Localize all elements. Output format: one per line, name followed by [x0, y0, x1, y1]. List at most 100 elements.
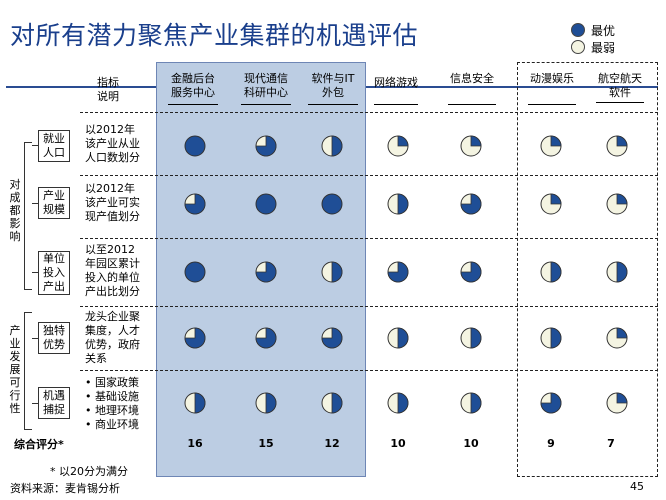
score-value: 15: [258, 437, 274, 450]
rating-ball-icon: [460, 327, 482, 349]
indicator-header: 指标 说明: [88, 76, 128, 104]
column-header-6: 航空航天 软件: [588, 72, 652, 103]
rating-ball-icon: [184, 392, 206, 414]
source-note: 资料来源：麦肯锡分析: [10, 482, 120, 495]
rating-ball-icon: [540, 135, 562, 157]
rating-ball-icon: [387, 193, 409, 215]
category-output: 单位 投入 产出: [38, 251, 70, 295]
column-header-label: 金融后台 服务中心: [171, 72, 215, 99]
rating-ball-icon: [460, 193, 482, 215]
category-employment: 就业 人口: [38, 130, 70, 162]
column-header-label: 现代通信 科研中心: [244, 72, 288, 99]
group-label-text: 对成都影响: [9, 178, 21, 243]
rating-ball-icon: [255, 392, 277, 414]
column-header-1: 现代通信 科研中心: [233, 72, 299, 105]
page-number: 45: [630, 480, 644, 493]
column-header-label: 网络游戏: [374, 76, 418, 89]
score-value: 9: [547, 437, 555, 450]
row-divider: [80, 306, 658, 307]
group-bracket: [24, 142, 32, 290]
rating-ball-icon: [606, 327, 628, 349]
group-label-impact: 对成都影响: [8, 178, 22, 243]
rating-ball-icon: [540, 392, 562, 414]
category-label: 独特 优势: [43, 324, 65, 351]
score-value: 7: [607, 437, 615, 450]
bullet-item: 商业环境: [85, 418, 139, 432]
rating-ball-icon: [606, 135, 628, 157]
legend-best-label: 最优: [591, 24, 616, 38]
dotted-band: [517, 62, 658, 477]
rating-ball-icon: [255, 327, 277, 349]
bracket-tick: [32, 403, 40, 404]
row-divider: [80, 238, 658, 239]
rating-ball-icon: [387, 261, 409, 283]
bullet-item: 地理环境: [85, 404, 139, 418]
row-description: 以2012年 该产业从业 人口数划分: [85, 123, 140, 164]
row-description: 以至2012 年园区累计 投入的单位 产出比划分: [85, 243, 140, 298]
score-value: 10: [390, 437, 406, 450]
bullet-item: 国家政策: [85, 376, 139, 390]
bullet-item: 基础设施: [85, 390, 139, 404]
column-header-5: 动漫娱乐: [520, 72, 584, 105]
rating-ball-icon: [184, 261, 206, 283]
rating-ball-icon: [460, 392, 482, 414]
column-header-4: 信息安全: [440, 72, 504, 105]
score-label: 综合评分*: [14, 438, 64, 451]
rating-ball-icon: [540, 193, 562, 215]
full-circle-icon: [571, 23, 585, 37]
category-scale: 产业 规模: [38, 187, 70, 219]
category-label: 单位 投入 产出: [43, 252, 65, 293]
rating-ball-icon: [255, 261, 277, 283]
rating-ball-icon: [387, 135, 409, 157]
rating-ball-icon: [606, 193, 628, 215]
rating-ball-icon: [184, 193, 206, 215]
rating-ball-icon: [387, 327, 409, 349]
rating-ball-icon: [460, 261, 482, 283]
rating-ball-icon: [321, 193, 343, 215]
category-label: 产业 规模: [43, 189, 65, 216]
score-value: 16: [187, 437, 203, 450]
score-value: 12: [324, 437, 340, 450]
bracket-tick: [32, 203, 40, 204]
indicator-header-label: 指标 说明: [97, 76, 119, 103]
rating-ball-icon: [321, 327, 343, 349]
row-divider: [80, 370, 658, 371]
row-bullets: 国家政策 基础设施 地理环境 商业环境: [85, 376, 139, 432]
score-value: 10: [463, 437, 479, 450]
rating-ball-icon: [606, 261, 628, 283]
rating-ball-icon: [321, 261, 343, 283]
row-description: 龙头企业聚 集度，人才 优势，政府 关系: [85, 310, 140, 365]
legend-worst-label: 最弱: [591, 41, 616, 55]
column-header-3: 网络游戏: [366, 76, 426, 105]
column-header-label: 软件与IT 外包: [311, 72, 355, 99]
category-label: 机遇 捕捉: [43, 389, 65, 416]
rating-ball-icon: [255, 135, 277, 157]
bracket-tick: [32, 145, 40, 146]
rating-ball-icon: [387, 392, 409, 414]
column-header-label: 信息安全: [450, 72, 494, 85]
footnote: * 以20分为满分: [50, 465, 128, 478]
rating-ball-icon: [321, 135, 343, 157]
category-label: 就业 人口: [43, 132, 65, 159]
rating-ball-icon: [606, 392, 628, 414]
page-title: 对所有潜力聚焦产业集群的机遇评估: [10, 21, 419, 50]
group-label-text: 产业发展可行性: [9, 324, 21, 415]
group-bracket: [24, 312, 32, 430]
rating-ball-icon: [184, 135, 206, 157]
rating-ball-icon: [540, 327, 562, 349]
rating-ball-icon: [255, 193, 277, 215]
category-advantage: 独特 优势: [38, 322, 70, 354]
column-header-label: 动漫娱乐: [530, 72, 574, 85]
row-divider: [80, 112, 658, 113]
bracket-tick: [32, 338, 40, 339]
bracket-tick: [32, 272, 40, 273]
empty-circle-icon: [571, 40, 585, 54]
rating-ball-icon: [540, 261, 562, 283]
rating-ball-icon: [321, 392, 343, 414]
column-header-label: 航空航天 软件: [598, 72, 642, 99]
column-header-0: 金融后台 服务中心: [160, 72, 226, 105]
rating-ball-icon: [460, 135, 482, 157]
row-description: 以2012年 该产业可实 现产值划分: [85, 182, 140, 223]
category-opportunity: 机遇 捕捉: [38, 387, 70, 419]
rating-ball-icon: [184, 327, 206, 349]
